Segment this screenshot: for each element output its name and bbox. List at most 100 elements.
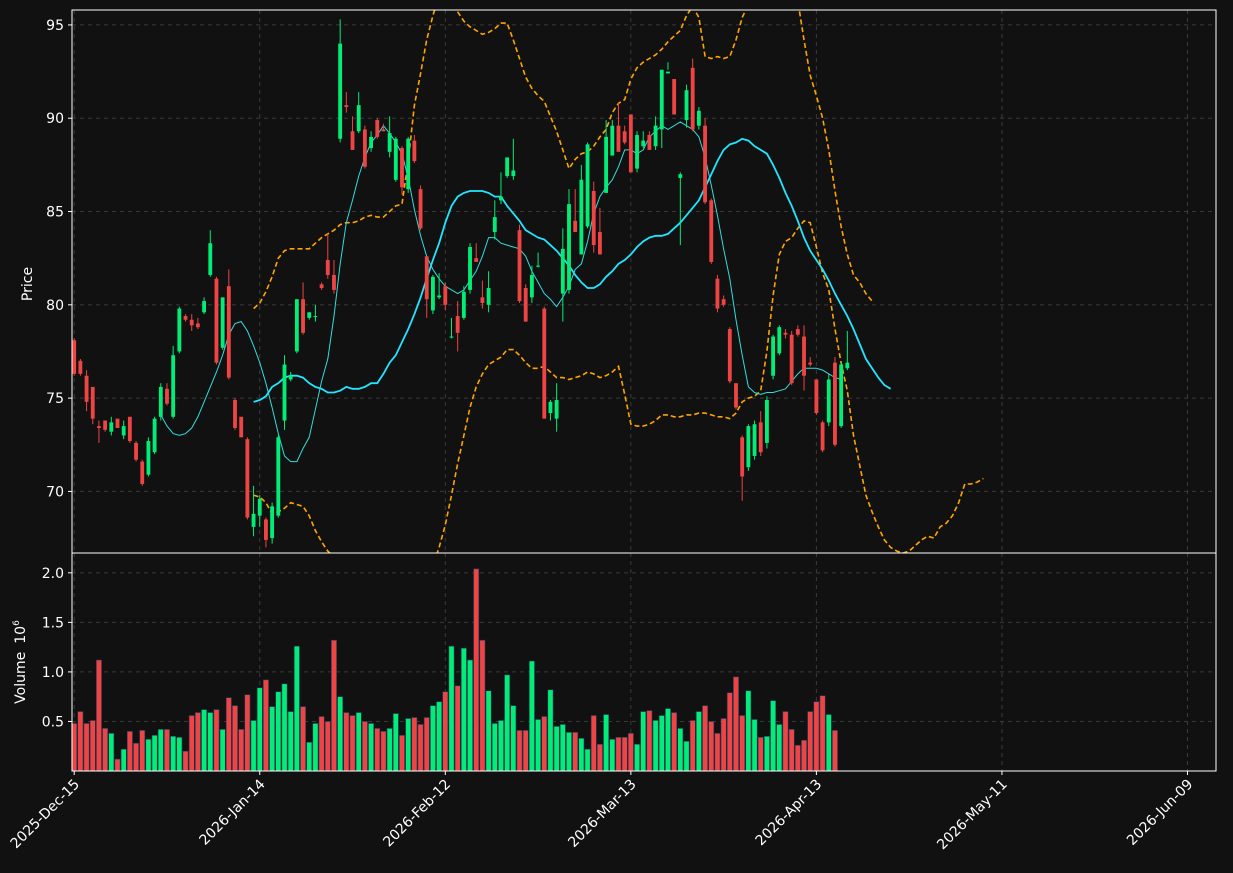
candle-body bbox=[103, 420, 108, 430]
volume-bar bbox=[120, 748, 127, 772]
candle bbox=[833, 357, 837, 447]
candle bbox=[529, 265, 534, 303]
volume-bar bbox=[349, 715, 356, 772]
candle-body bbox=[536, 265, 540, 267]
volume-bar bbox=[102, 728, 109, 772]
candle bbox=[567, 189, 571, 294]
candle-body bbox=[635, 135, 639, 169]
candle-body bbox=[517, 230, 522, 302]
candle-body bbox=[653, 125, 658, 147]
candle-body bbox=[319, 284, 324, 289]
candle-body bbox=[752, 424, 757, 456]
volume-bar bbox=[566, 732, 572, 772]
volume-bar bbox=[417, 724, 424, 772]
candle bbox=[177, 306, 182, 354]
candle bbox=[233, 398, 237, 430]
volume-bar bbox=[374, 728, 381, 772]
candle-body bbox=[492, 217, 497, 233]
volume-bar bbox=[695, 711, 702, 772]
volume-bar bbox=[609, 738, 616, 772]
candle bbox=[690, 58, 695, 132]
candle-body bbox=[765, 399, 769, 443]
candle-body bbox=[486, 288, 491, 305]
volume-bar bbox=[770, 700, 777, 772]
candle bbox=[480, 280, 485, 309]
candle-body bbox=[381, 129, 386, 132]
candle bbox=[245, 437, 250, 520]
candle-body bbox=[579, 179, 584, 255]
volume-bar bbox=[133, 742, 139, 772]
candle bbox=[189, 314, 194, 331]
candle bbox=[808, 357, 813, 367]
candle-body bbox=[678, 174, 683, 178]
candle bbox=[573, 189, 578, 233]
sma-fast-line bbox=[160, 121, 842, 463]
candle-body bbox=[121, 426, 126, 436]
volume-bar bbox=[491, 723, 498, 772]
candle-body bbox=[746, 426, 751, 468]
candle bbox=[709, 198, 714, 264]
candle bbox=[647, 131, 652, 150]
candle-body bbox=[338, 43, 343, 139]
volume-bar bbox=[745, 690, 752, 772]
candle bbox=[820, 420, 825, 453]
candle bbox=[622, 125, 627, 145]
candle-body bbox=[480, 297, 485, 303]
candle bbox=[264, 517, 268, 548]
candle bbox=[84, 370, 89, 412]
volume-bar bbox=[77, 711, 84, 772]
volume-bar bbox=[590, 715, 597, 772]
volume-bar bbox=[720, 718, 727, 772]
volume-bar bbox=[485, 690, 492, 772]
volume-bar bbox=[522, 730, 529, 772]
candle bbox=[703, 118, 707, 205]
candle bbox=[653, 116, 658, 150]
candle-body bbox=[282, 364, 287, 421]
candle-body bbox=[362, 129, 367, 167]
volume-bar bbox=[306, 741, 313, 772]
candle-body bbox=[177, 308, 182, 352]
candle bbox=[542, 306, 547, 419]
volume-bar bbox=[819, 695, 826, 772]
candle-body bbox=[641, 140, 646, 147]
candle-body bbox=[585, 144, 590, 227]
volume-bar bbox=[151, 735, 158, 772]
volume-bar bbox=[207, 712, 214, 772]
candle-body bbox=[356, 105, 361, 132]
candle-body bbox=[140, 461, 145, 484]
volume-bar bbox=[337, 696, 344, 772]
candle-body bbox=[560, 248, 565, 294]
candle bbox=[598, 207, 602, 255]
candle bbox=[560, 228, 565, 322]
candle-body bbox=[826, 379, 831, 423]
candle bbox=[226, 269, 231, 380]
candle bbox=[758, 411, 763, 456]
volume-tick-label: 2.0 bbox=[42, 566, 64, 582]
price-tick-label: 80 bbox=[46, 298, 64, 314]
candle bbox=[461, 286, 466, 320]
volume-bar bbox=[553, 726, 560, 772]
volume-bar bbox=[516, 730, 523, 772]
candle bbox=[536, 252, 540, 268]
volume-bar bbox=[331, 639, 337, 772]
volume-axis-title: Volume bbox=[13, 652, 29, 704]
candle bbox=[362, 125, 367, 169]
candle-body bbox=[78, 360, 83, 374]
candle bbox=[591, 181, 596, 253]
volume-bar bbox=[263, 679, 269, 772]
candle bbox=[499, 172, 503, 205]
volume-bar bbox=[739, 715, 746, 772]
candle-body bbox=[301, 299, 305, 333]
volume-bar bbox=[423, 717, 430, 772]
candle bbox=[134, 441, 138, 462]
candle bbox=[616, 103, 621, 152]
candle bbox=[171, 345, 176, 419]
candle bbox=[486, 271, 491, 313]
volume-bar bbox=[467, 659, 473, 772]
price-tick-label: 70 bbox=[46, 484, 64, 500]
candle-body bbox=[771, 336, 776, 376]
volume-bar bbox=[702, 705, 708, 772]
candle-body bbox=[443, 286, 448, 305]
candle-body bbox=[375, 120, 380, 137]
